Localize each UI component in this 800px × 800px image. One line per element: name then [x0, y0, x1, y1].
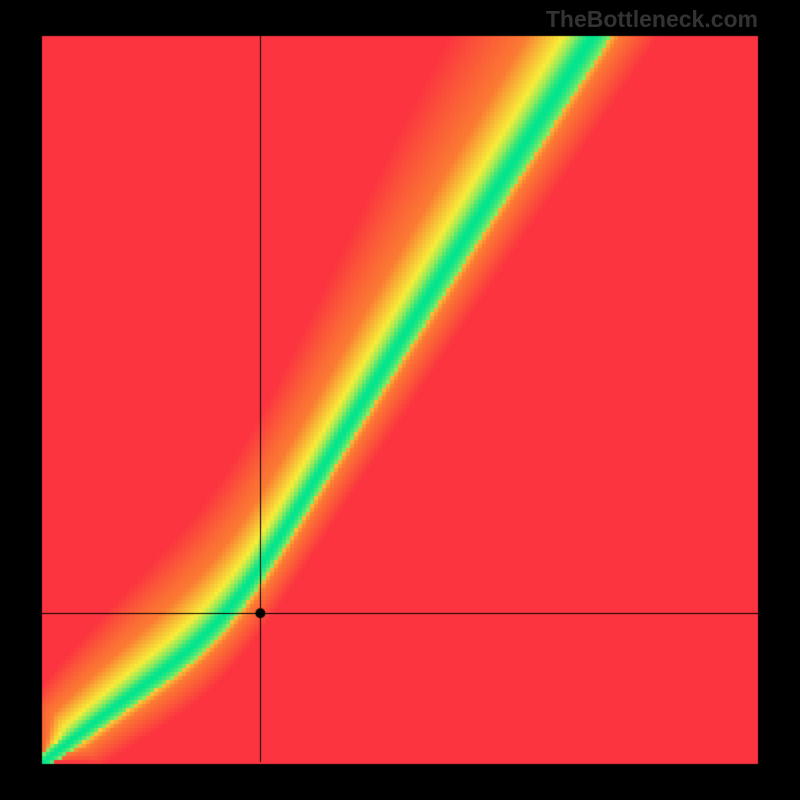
bottleneck-heatmap: [0, 0, 800, 800]
chart-container: TheBottleneck.com: [0, 0, 800, 800]
watermark-text: TheBottleneck.com: [546, 6, 758, 33]
